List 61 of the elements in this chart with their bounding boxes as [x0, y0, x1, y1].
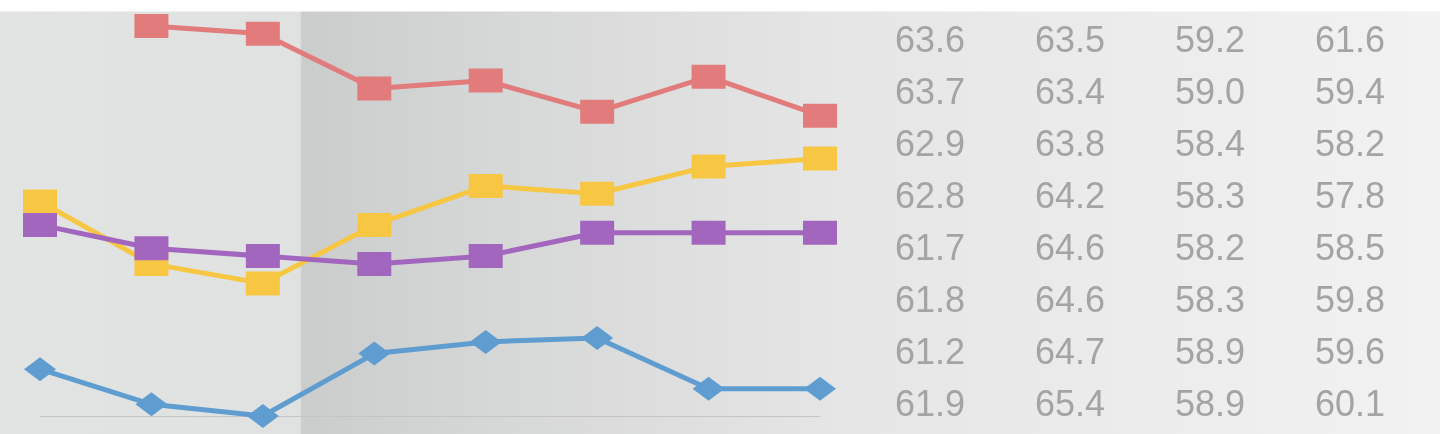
- point: [580, 181, 615, 206]
- point: [468, 68, 503, 93]
- text: 63.4: [1034, 71, 1106, 112]
- text: 63.5: [1034, 19, 1106, 60]
- point: [581, 326, 614, 350]
- text: 59.8: [1314, 279, 1386, 320]
- point: [357, 212, 392, 237]
- point: [135, 392, 168, 417]
- point: [804, 376, 836, 401]
- text: 58.4: [1174, 123, 1246, 164]
- point: [468, 244, 503, 269]
- text: 57.8: [1314, 175, 1386, 216]
- text: 65.4: [1034, 383, 1106, 424]
- point: [580, 99, 615, 124]
- point: [245, 271, 280, 296]
- text: 64.6: [1034, 279, 1106, 320]
- text: 64.2: [1034, 175, 1106, 216]
- text: 58.3: [1174, 279, 1246, 320]
- text: 61.2: [894, 331, 966, 372]
- text: 61.6: [1314, 19, 1386, 60]
- text: 63.7: [894, 71, 966, 112]
- point: [246, 404, 279, 428]
- text: 62.9: [894, 123, 966, 164]
- text: 58.5: [1314, 227, 1386, 268]
- text: 63.6: [894, 19, 966, 60]
- point: [245, 244, 280, 269]
- point: [23, 189, 57, 214]
- text: 61.9: [894, 383, 966, 424]
- point: [580, 220, 615, 245]
- point: [803, 146, 837, 171]
- text: 59.6: [1314, 331, 1386, 372]
- point: [24, 357, 56, 382]
- text: 61.8: [894, 279, 966, 320]
- point: [692, 376, 725, 401]
- point: [468, 173, 503, 198]
- text: 61.7: [894, 227, 966, 268]
- text: 64.6: [1034, 227, 1106, 268]
- text: 58.9: [1174, 383, 1246, 424]
- text: 59.2: [1174, 19, 1246, 60]
- text: 59.4: [1314, 71, 1386, 112]
- text: 63.8: [1034, 123, 1106, 164]
- point: [691, 220, 726, 245]
- point: [358, 341, 391, 366]
- text: 58.9: [1174, 331, 1246, 372]
- point: [357, 251, 392, 276]
- point: [803, 220, 837, 245]
- point: [23, 212, 57, 237]
- text: 60.1: [1314, 383, 1386, 424]
- point: [245, 21, 280, 46]
- point: [691, 64, 726, 89]
- text: 58.2: [1314, 123, 1386, 164]
- text: 64.7: [1034, 331, 1106, 372]
- point: [691, 154, 726, 179]
- point: [469, 329, 502, 354]
- text: 58.2: [1174, 227, 1246, 268]
- text: 62.8: [894, 175, 966, 216]
- point: [134, 236, 169, 261]
- point: [803, 103, 837, 128]
- text: 59.0: [1174, 71, 1246, 112]
- point: [357, 76, 392, 101]
- text: 58.3: [1174, 175, 1246, 216]
